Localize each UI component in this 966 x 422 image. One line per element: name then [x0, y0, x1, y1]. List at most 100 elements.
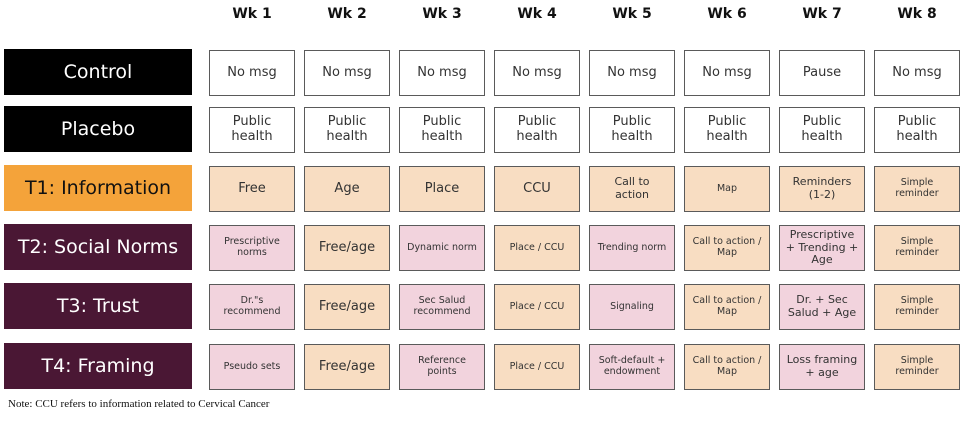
schedule-cell: Free/age — [304, 344, 390, 390]
cell-text: Dr."s recommend — [223, 295, 281, 317]
schedule-cell: Public health — [494, 107, 580, 153]
schedule-cell: No msg — [684, 50, 770, 96]
cell-text: Signaling — [610, 300, 654, 312]
cell-text: CCU — [523, 180, 551, 196]
row-label: T3: Trust — [4, 283, 192, 329]
cell-text: No msg — [227, 64, 277, 80]
cell-text: Place / CCU — [509, 360, 565, 372]
schedule-cell: Reminders (1-2) — [779, 166, 865, 212]
cell-text: Public health — [801, 114, 843, 144]
cell-text: Simple reminder — [895, 236, 939, 258]
cell-text: Prescriptive + Trending + Age — [785, 228, 859, 267]
cell-text: Free — [238, 180, 266, 196]
schedule-cell: Age — [304, 166, 390, 212]
cell-text: Reference points — [418, 355, 466, 377]
schedule-cell: Simple reminder — [874, 166, 960, 212]
schedule-cell: No msg — [304, 50, 390, 96]
schedule-cell: Call to action / Map — [684, 225, 770, 271]
cell-text: Public health — [611, 114, 653, 144]
cell-text: No msg — [607, 64, 657, 80]
schedule-cell: Free — [209, 166, 295, 212]
cell-text: Pause — [802, 64, 842, 80]
cell-text: Free/age — [318, 358, 376, 374]
cell-text: Dr. + Sec Salud + Age — [787, 293, 857, 319]
week-header: Wk 5 — [612, 6, 652, 22]
cell-text: Place / CCU — [509, 241, 565, 253]
week-header: Wk 2 — [327, 6, 367, 22]
cell-text: Sec Salud recommend — [413, 295, 471, 317]
cell-text: Loss framing + age — [786, 353, 858, 379]
week-header: Wk 4 — [517, 6, 557, 22]
cell-text: Place — [424, 180, 460, 196]
schedule-cell: Public health — [874, 107, 960, 153]
cell-text: Dynamic norm — [407, 241, 477, 253]
schedule-cell: Public health — [779, 107, 865, 153]
schedule-cell: Call to action / Map — [684, 284, 770, 330]
row-label: T4: Framing — [4, 343, 192, 389]
schedule-cell: Sec Salud recommend — [399, 284, 485, 330]
cell-text: Prescriptive norms — [224, 236, 280, 258]
cell-text: Call to action / Map — [692, 355, 762, 377]
cell-text: No msg — [892, 64, 942, 80]
cell-text: Simple reminder — [895, 295, 939, 317]
cell-text: Simple reminder — [895, 177, 939, 199]
schedule-cell: Public health — [589, 107, 675, 153]
schedule-cell: Simple reminder — [874, 225, 960, 271]
cell-text: No msg — [322, 64, 372, 80]
schedule-cell: No msg — [494, 50, 580, 96]
schedule-cell: No msg — [209, 50, 295, 96]
schedule-cell: Public health — [399, 107, 485, 153]
schedule-cell: Pseudo sets — [209, 344, 295, 390]
cell-text: Public health — [326, 114, 368, 144]
cell-text: Soft-default + endowment — [598, 355, 666, 377]
cell-text: Public health — [421, 114, 463, 144]
schedule-cell: Dr."s recommend — [209, 284, 295, 330]
schedule-cell: Place / CCU — [494, 344, 580, 390]
schedule-cell: Call to action — [589, 166, 675, 212]
cell-text: No msg — [417, 64, 467, 80]
week-header: Wk 8 — [897, 6, 937, 22]
schedule-cell: Dr. + Sec Salud + Age — [779, 284, 865, 330]
cell-text: Public health — [231, 114, 273, 144]
schedule-cell: Reference points — [399, 344, 485, 390]
cell-text: Age — [334, 180, 360, 196]
schedule-cell: CCU — [494, 166, 580, 212]
cell-text: Public health — [706, 114, 748, 144]
cell-text: Simple reminder — [895, 355, 939, 377]
schedule-cell: Map — [684, 166, 770, 212]
cell-text: Reminders (1-2) — [792, 175, 852, 201]
week-header: Wk 1 — [232, 6, 272, 22]
schedule-cell: No msg — [399, 50, 485, 96]
schedule-cell: Free/age — [304, 225, 390, 271]
schedule-cell: Free/age — [304, 284, 390, 330]
cell-text: Call to action / Map — [692, 236, 762, 258]
schedule-cell: Place / CCU — [494, 225, 580, 271]
row-label: T1: Information — [4, 165, 192, 211]
cell-text: Public health — [896, 114, 938, 144]
schedule-cell: Place — [399, 166, 485, 212]
cell-text: Place / CCU — [509, 300, 565, 312]
schedule-cell: Simple reminder — [874, 284, 960, 330]
cell-text: Public health — [516, 114, 558, 144]
schedule-cell: Public health — [684, 107, 770, 153]
cell-text: Map — [716, 182, 738, 194]
cell-text: Pseudo sets — [223, 360, 281, 372]
row-label: Control — [4, 49, 192, 95]
cell-text: Call to action / Map — [692, 295, 762, 317]
schedule-cell: No msg — [874, 50, 960, 96]
schedule-cell: Prescriptive + Trending + Age — [779, 225, 865, 271]
schedule-cell: Call to action / Map — [684, 344, 770, 390]
schedule-cell: Prescriptive norms — [209, 225, 295, 271]
cell-text: Free/age — [318, 239, 376, 255]
schedule-cell: Soft-default + endowment — [589, 344, 675, 390]
footnote: Note: CCU refers to information related … — [8, 398, 270, 410]
schedule-cell: No msg — [589, 50, 675, 96]
cell-text: No msg — [702, 64, 752, 80]
schedule-cell: Dynamic norm — [399, 225, 485, 271]
schedule-cell: Place / CCU — [494, 284, 580, 330]
cell-text: Call to action — [614, 175, 650, 201]
cell-text: Free/age — [318, 298, 376, 314]
week-header: Wk 7 — [802, 6, 842, 22]
schedule-cell: Trending norm — [589, 225, 675, 271]
schedule-cell: Signaling — [589, 284, 675, 330]
